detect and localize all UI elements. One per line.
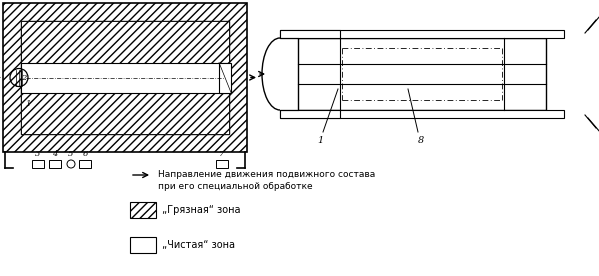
Text: 8: 8 bbox=[418, 136, 424, 145]
Text: „Чистая“ зона: „Чистая“ зона bbox=[162, 240, 235, 250]
Text: 1: 1 bbox=[317, 136, 323, 145]
Text: 1: 1 bbox=[25, 100, 31, 108]
Bar bbox=[3, 3, 247, 152]
Text: Направление движения подвижного состава: Направление движения подвижного состава bbox=[158, 170, 375, 179]
Text: 6: 6 bbox=[82, 150, 87, 158]
Text: 4: 4 bbox=[52, 150, 58, 158]
Bar bbox=[21, 21, 229, 134]
Text: 3: 3 bbox=[35, 150, 41, 158]
Bar bbox=[219, 62, 231, 92]
Bar bbox=[21, 92, 229, 134]
Text: при его специальной обработке: при его специальной обработке bbox=[158, 182, 313, 191]
Bar bbox=[130, 237, 156, 253]
Bar bbox=[280, 30, 564, 38]
Bar bbox=[298, 38, 546, 110]
Text: 5: 5 bbox=[68, 150, 74, 158]
Bar bbox=[280, 110, 564, 118]
Bar bbox=[32, 160, 44, 168]
Text: „Грязная“ зона: „Грязная“ зона bbox=[162, 205, 241, 215]
Bar bbox=[130, 202, 156, 218]
Bar bbox=[280, 110, 340, 118]
Bar bbox=[21, 21, 229, 62]
Bar bbox=[49, 160, 61, 168]
Bar bbox=[216, 160, 228, 168]
Text: 2: 2 bbox=[21, 73, 26, 81]
Bar bbox=[79, 160, 91, 168]
Bar bbox=[280, 30, 340, 38]
Bar bbox=[21, 62, 229, 92]
Text: 7: 7 bbox=[219, 150, 225, 158]
